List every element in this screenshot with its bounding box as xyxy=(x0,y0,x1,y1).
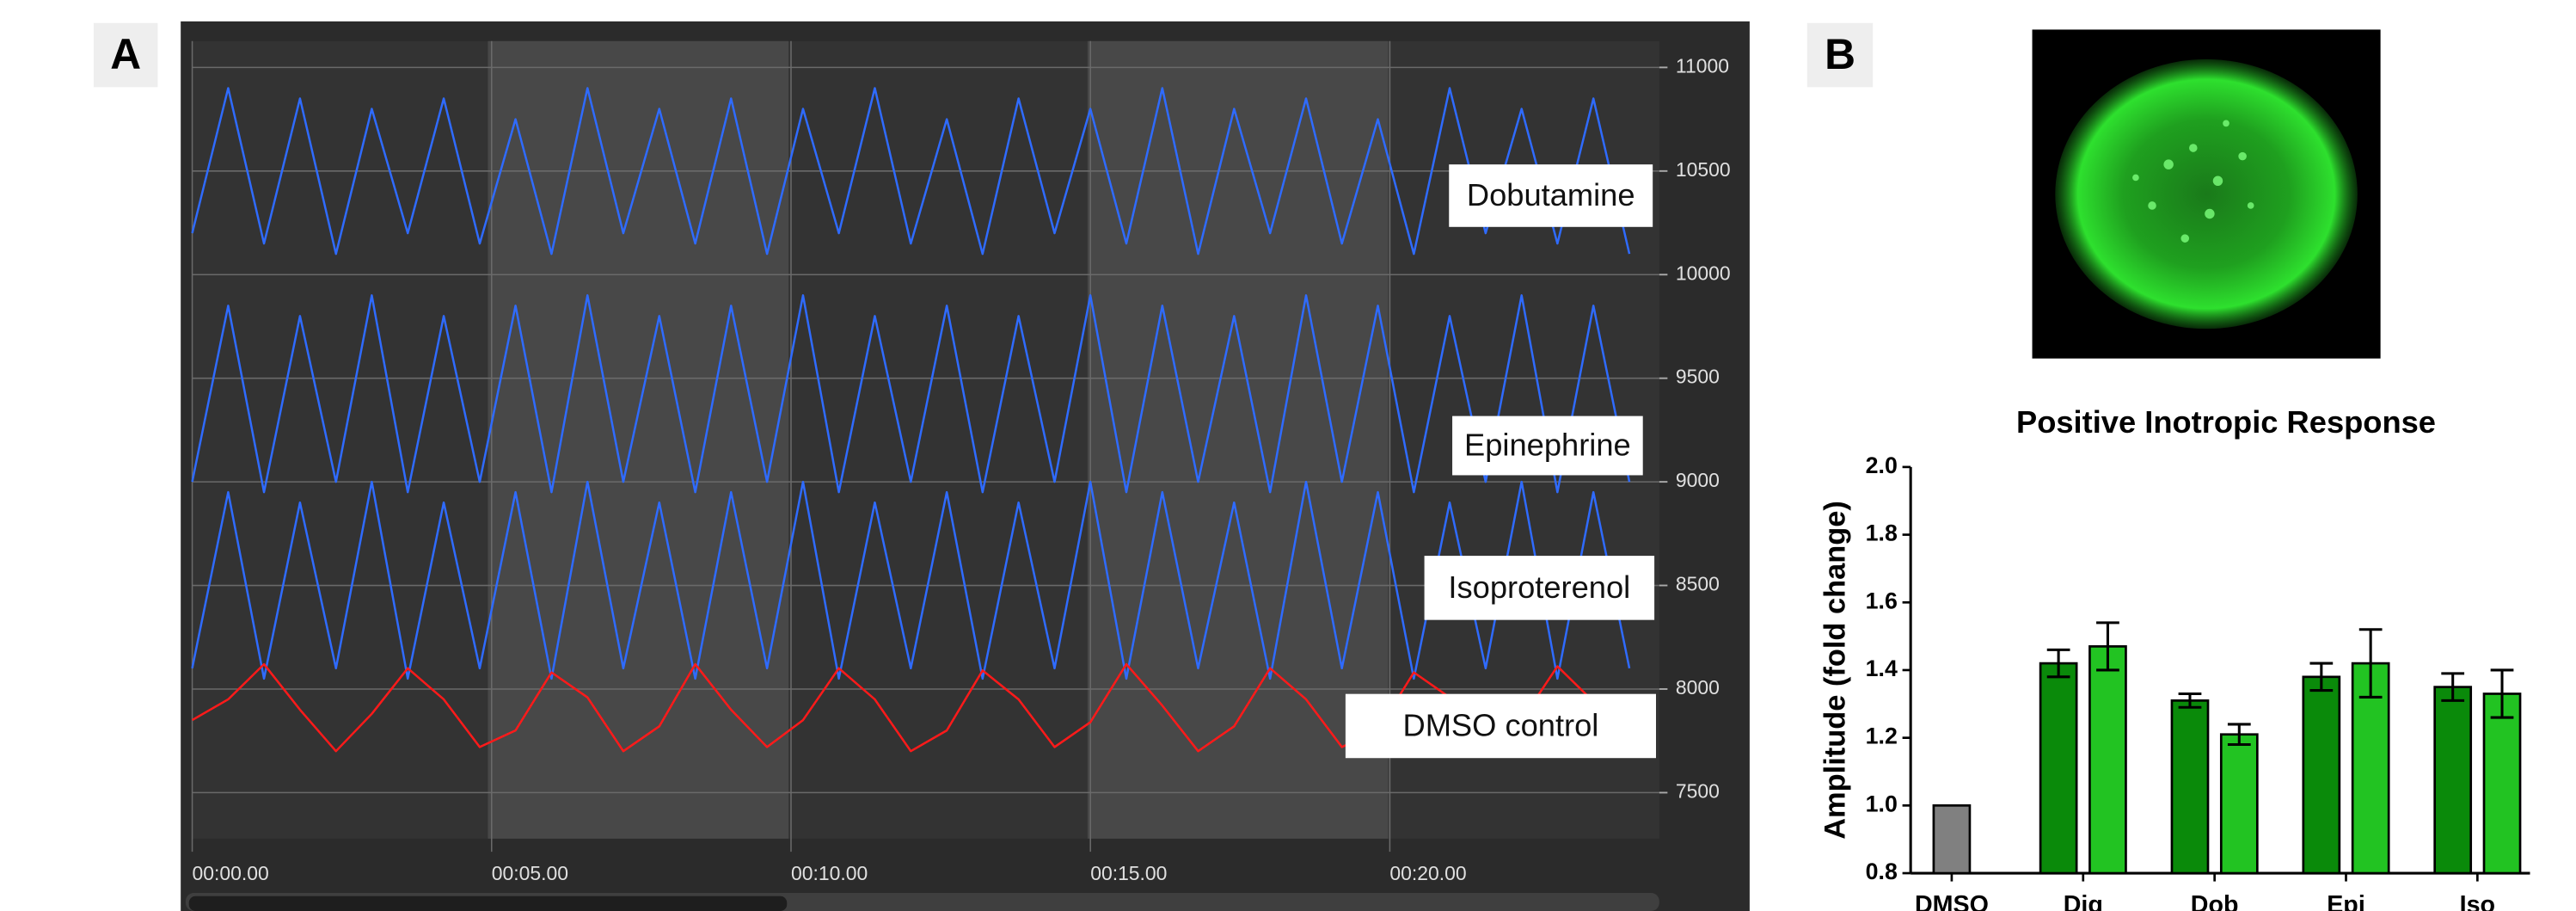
y-tick-label: 8000 xyxy=(1676,676,1720,699)
body: A B 7500 8000 8500 9000 9500 10000 10500 11000 0… xyxy=(0,0,2576,911)
bar xyxy=(2172,700,2208,873)
x-tick-label: Dob xyxy=(2191,891,2239,911)
bar xyxy=(1934,805,1970,873)
bar xyxy=(2303,677,2340,873)
figure: A B 7500 8000 8500 9000 9500 10000 10500 11000 0… xyxy=(0,0,2576,911)
bar-chart: Positive Inotropic Response Amplitude (fo… xyxy=(1819,404,2530,911)
y-tick-label: 2.0 xyxy=(1866,452,1898,478)
x-tick-label: DMSO xyxy=(1915,891,1989,911)
x-tick-label: 00:20.00 xyxy=(1389,862,1466,884)
micrograph-organoid xyxy=(2055,59,2358,329)
y-tick-label: 9500 xyxy=(1676,366,1720,388)
panel-label: B xyxy=(1825,30,1855,78)
x-tick-label: 00:10.00 xyxy=(791,862,868,884)
bar xyxy=(2089,646,2125,873)
trace-label: Epinephrine xyxy=(1464,428,1631,463)
bar xyxy=(2040,663,2076,873)
y-tick-label: 1.8 xyxy=(1866,520,1898,546)
trace-label: DMSO control xyxy=(1403,707,1599,742)
chart-title: Positive Inotropic Response xyxy=(2016,404,2436,440)
y-tick-label: 0.8 xyxy=(1866,859,1898,884)
x-tick-label: 00:15.00 xyxy=(1090,862,1167,884)
x-tick-label: Iso xyxy=(2460,891,2495,911)
trace-label: Isoproterenol xyxy=(1448,569,1630,605)
x-tick-label: 00:05.00 xyxy=(492,862,568,884)
y-tick-label: 1.0 xyxy=(1866,791,1898,816)
y-axis-label: Amplitude (fold change) xyxy=(1819,501,1851,840)
y-tick-label: 10000 xyxy=(1676,262,1731,284)
x-tick-label: 00:00.00 xyxy=(193,862,269,884)
y-tick-label: 11000 xyxy=(1676,54,1729,77)
y-tick-label: 8500 xyxy=(1676,573,1720,595)
x-tick-label: Epi xyxy=(2327,891,2365,911)
x-tick-label: Dig xyxy=(2064,891,2103,911)
y-tick-label: 10500 xyxy=(1676,158,1731,181)
time-band xyxy=(488,41,788,839)
scrollbar-thumb[interactable] xyxy=(189,896,788,911)
panel-label: A xyxy=(110,30,141,78)
trace-label: Dobutamine xyxy=(1467,177,1635,212)
y-tick-label: 1.2 xyxy=(1866,723,1898,749)
y-tick-label: 1.4 xyxy=(1866,656,1898,681)
y-tick-label: 9000 xyxy=(1676,469,1720,491)
bar xyxy=(2221,735,2257,873)
y-tick-label: 7500 xyxy=(1676,779,1720,802)
y-tick-label: 1.6 xyxy=(1866,588,1898,613)
page: Figure {"panels": ["A", "B"], "chart_dat… xyxy=(0,0,2576,911)
bar xyxy=(2435,687,2471,873)
bar xyxy=(2484,693,2520,873)
